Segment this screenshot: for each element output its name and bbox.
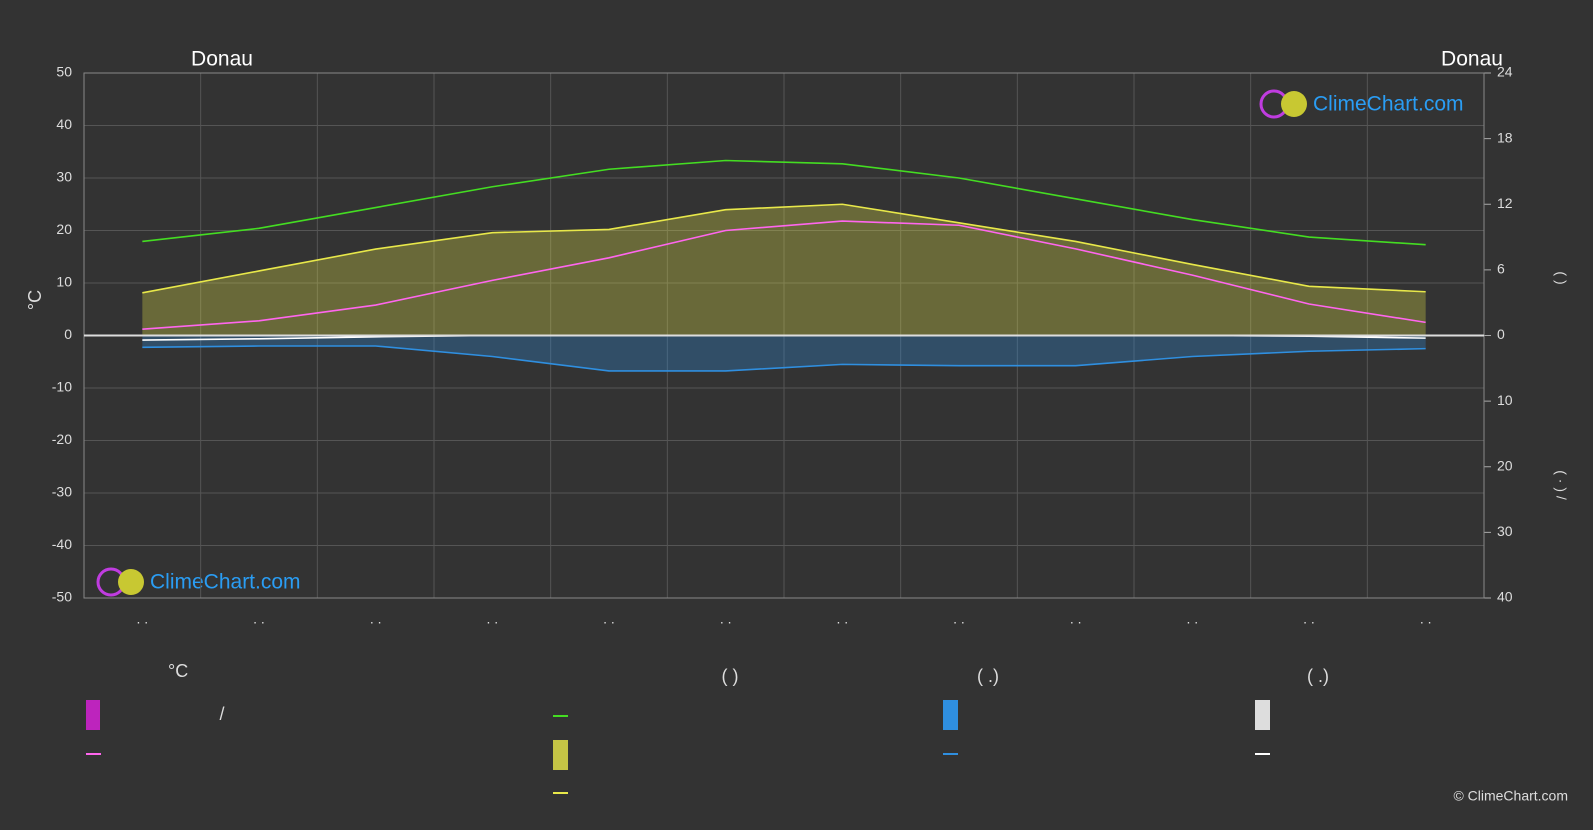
precip-tick-label: 20 — [1497, 457, 1513, 473]
series-line — [142, 159, 1426, 246]
copyright: © ClimeChart.com — [1453, 788, 1568, 804]
series-line — [142, 345, 1426, 372]
sun-tick-label: 18 — [1497, 129, 1513, 145]
legend-note: / — [219, 704, 224, 724]
x-tick-label: . . — [1186, 611, 1198, 627]
legend-heading: ( ) — [722, 666, 739, 686]
x-tick-label: . . — [1070, 611, 1082, 627]
x-tick-label: . . — [253, 611, 265, 627]
logo-sun — [118, 569, 144, 595]
logo-sun — [1281, 91, 1307, 117]
precip-tick-label: 40 — [1497, 589, 1513, 605]
logo-top: ClimeChart.com — [1259, 89, 1464, 119]
logo-bottom: ClimeChart.com — [96, 567, 301, 597]
y-tick-label: -30 — [52, 484, 72, 500]
y-tick-label: -10 — [52, 379, 72, 395]
legend-heading: ( .) — [1307, 666, 1329, 686]
x-tick-label: . . — [953, 611, 965, 627]
y-tick-label: 10 — [56, 274, 72, 290]
legend-swatch — [943, 700, 958, 730]
sun-tick-label: 0 — [1497, 326, 1505, 342]
legend-swatch — [1255, 700, 1270, 730]
sun-tick-label: 12 — [1497, 195, 1513, 211]
sun-tick-label: 24 — [1497, 64, 1513, 80]
x-tick-label: . . — [603, 611, 615, 627]
y-tick-label: -40 — [52, 536, 72, 552]
x-tick-label: . . — [720, 611, 732, 627]
precip-tick-label: 10 — [1497, 392, 1513, 408]
series-line — [142, 220, 1426, 330]
x-tick-label: . . — [370, 611, 382, 627]
sun-axis-label: ( ) — [1553, 271, 1569, 284]
y-tick-label: 30 — [56, 169, 72, 185]
legend-heading: ( .) — [977, 666, 999, 686]
precip-axis-label: ( · ) / — [1553, 470, 1569, 500]
y-tick-label: -50 — [52, 589, 72, 605]
sun-tick-label: 6 — [1497, 261, 1505, 277]
x-tick-label: . . — [1303, 611, 1315, 627]
series-area — [142, 335, 1426, 371]
x-tick-label: . . — [486, 611, 498, 627]
series-line — [142, 203, 1426, 294]
y-tick-label: 40 — [56, 116, 72, 132]
y-tick-label: 0 — [64, 326, 72, 342]
watermark: ClimeChart.com — [150, 571, 301, 594]
x-tick-label: . . — [136, 611, 148, 627]
watermark: ClimeChart.com — [1313, 93, 1464, 116]
location-right: Donau — [1441, 48, 1503, 71]
y-axis-label: °C — [25, 290, 45, 310]
x-tick-label: . . — [1420, 611, 1432, 627]
y-tick-label: -20 — [52, 431, 72, 447]
x-tick-label: . . — [836, 611, 848, 627]
y-tick-label: 50 — [56, 64, 72, 80]
y-tick-label: 20 — [56, 221, 72, 237]
legend-swatch — [553, 740, 568, 770]
legend-swatch — [86, 700, 100, 730]
location-left: Donau — [191, 48, 253, 71]
legend-heading: °C — [168, 661, 188, 681]
precip-tick-label: 30 — [1497, 523, 1513, 539]
